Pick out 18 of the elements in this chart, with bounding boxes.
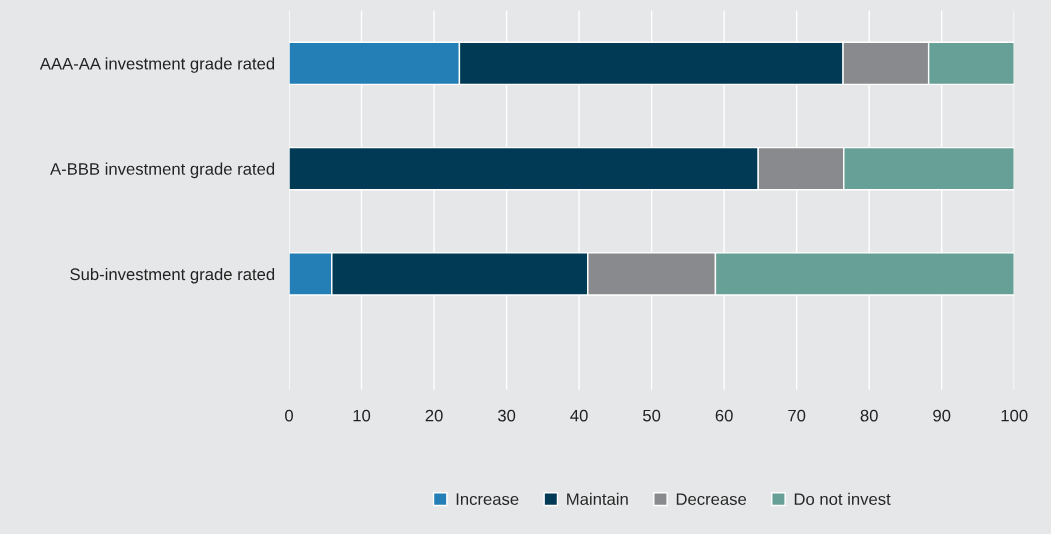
x-tick-label: 20: [425, 409, 443, 422]
x-tick-label: 0: [285, 409, 294, 422]
x-tick-label: 60: [715, 409, 733, 422]
x-tick-label: 70: [788, 409, 806, 422]
x-tick-label: 30: [497, 409, 516, 422]
legend-label: Do not invest: [794, 492, 891, 506]
x-tick-label: 90: [933, 409, 951, 422]
x-tick-label: 80: [860, 409, 878, 422]
legend-label: Decrease: [676, 493, 747, 506]
legend-label: Maintain: [567, 492, 628, 506]
y-tick-label: AAA-AA investment grade rated: [39, 57, 275, 73]
y-tick-label: A-BBB investment grade rated: [50, 162, 275, 179]
legend-label: Increase: [456, 493, 519, 506]
x-tick-label: 40: [570, 409, 588, 422]
x-tick-label: 10: [353, 409, 371, 422]
y-tick-label: Sub-investment grade rated: [70, 267, 275, 284]
x-tick-label: 50: [643, 409, 661, 422]
x-tick-label: 100: [1001, 409, 1028, 422]
